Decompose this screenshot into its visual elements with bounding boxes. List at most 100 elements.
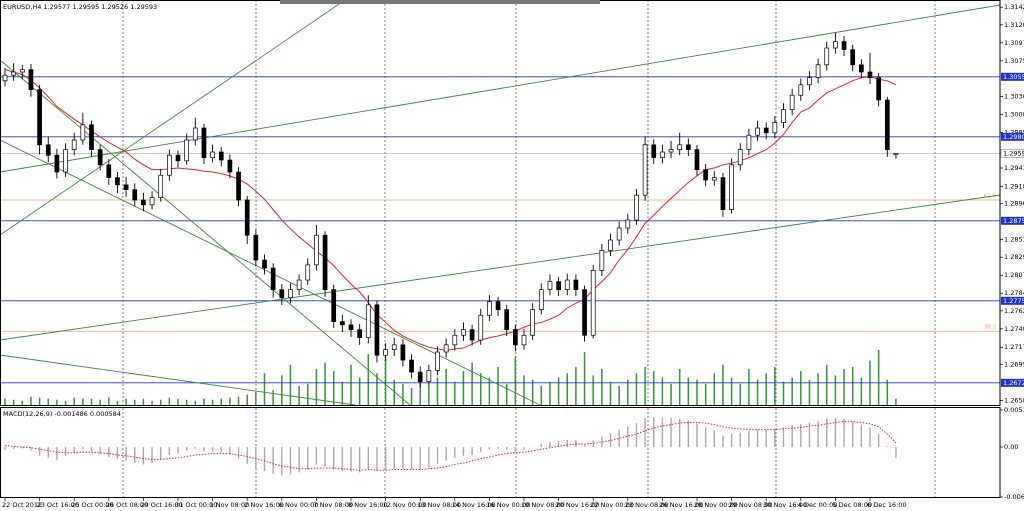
volume-bar — [134, 399, 136, 405]
candle-body — [374, 304, 380, 356]
macd-bar — [808, 422, 811, 448]
volume-bar — [782, 381, 785, 405]
candle-body — [798, 84, 804, 96]
volume-bar — [203, 398, 205, 405]
macd-bar — [609, 433, 612, 448]
volume-bar — [116, 400, 119, 405]
y-tick-label: 1.30080 — [1004, 110, 1024, 118]
macd-bar — [704, 427, 707, 448]
candle-body — [608, 239, 613, 251]
candle-body — [512, 329, 518, 346]
volume-bar — [540, 385, 543, 405]
candle-body — [703, 169, 709, 181]
macd-bar — [877, 433, 880, 448]
macd-bar — [108, 447, 110, 458]
candle-body — [893, 153, 899, 156]
trendlines — [0, 0, 1001, 406]
volume-bar — [263, 373, 266, 405]
volume-bar — [90, 398, 93, 405]
volume-bar — [125, 398, 127, 405]
volume-bar — [289, 364, 292, 405]
volume-bar — [886, 379, 889, 405]
macd-tick-label: 0.005110 — [1004, 406, 1024, 414]
macd-bar — [21, 447, 23, 449]
y-tick-label: 1.30305 — [1004, 92, 1024, 100]
candle-body — [184, 139, 189, 162]
macd-bar — [367, 447, 369, 469]
macd-bar — [756, 429, 759, 448]
macd-bar — [341, 447, 344, 471]
macd-frame — [0, 407, 1001, 498]
candle-body — [253, 234, 259, 261]
macd-panel — [4, 417, 897, 476]
macd-bar — [817, 420, 819, 448]
candle-body — [89, 124, 94, 150]
candle-body — [106, 164, 112, 178]
macd-bar — [168, 447, 171, 456]
volume-bar — [756, 379, 759, 405]
x-tick-label: 22 Nov 00:00 — [590, 501, 634, 509]
candle-body — [54, 154, 60, 173]
y-tick-label: 1.31200 — [1004, 21, 1024, 29]
x-tick-label: 26 Nov 16:00 — [659, 501, 703, 509]
candle-body — [132, 189, 138, 201]
candle-body — [115, 177, 120, 186]
macd-bar — [393, 447, 395, 469]
candle-body — [478, 314, 484, 341]
macd-bar — [151, 447, 153, 463]
volume-bar — [445, 369, 447, 405]
level-label: 1.30550 — [1003, 73, 1024, 81]
candle-body — [694, 149, 700, 170]
volume-bar — [627, 379, 629, 405]
y-tick-label: 1.29855 — [1004, 128, 1024, 136]
macd-bar — [307, 447, 309, 470]
volume-bar — [557, 377, 560, 405]
macd-bar — [523, 447, 525, 450]
macd-bar — [428, 447, 430, 468]
candle-body — [867, 71, 873, 78]
volume-bar — [281, 375, 283, 405]
volume-bar — [791, 377, 793, 405]
volume-bar — [601, 369, 603, 405]
y-tick-label: 1.28965 — [1004, 200, 1024, 208]
candle-body — [538, 289, 544, 310]
candle-body — [11, 71, 16, 76]
x-tick-label: 20 Nov 16:00 — [556, 501, 600, 509]
candle-body — [123, 184, 129, 190]
volume-bar — [315, 369, 318, 405]
volume-bar — [505, 383, 508, 405]
volume-bar — [376, 373, 378, 405]
x-tick-label: 14 Nov 16:00 — [452, 501, 496, 509]
macd-bar — [696, 423, 698, 448]
macd-bar — [782, 427, 785, 448]
fib-label: 38.2 — [984, 325, 996, 331]
volume-bar — [436, 377, 439, 405]
volume-bar — [765, 373, 767, 405]
macd-bar — [384, 447, 387, 471]
volume-bar — [168, 397, 171, 405]
macd-bar — [514, 447, 517, 452]
volume-bar — [350, 364, 352, 405]
candle-body — [279, 289, 285, 298]
candle-body — [547, 281, 553, 290]
macd-bar — [739, 432, 741, 448]
macd-bar — [142, 447, 145, 465]
x-tick-label: 7 Nov 08:00 — [313, 501, 353, 509]
candle-body — [469, 329, 475, 341]
macd-bar — [64, 447, 67, 456]
volume-bar — [730, 377, 733, 405]
macd-bar — [116, 447, 119, 460]
candle-body — [218, 151, 224, 161]
volume-bar — [471, 362, 473, 405]
volume-bar — [653, 371, 655, 405]
macd-bar — [679, 418, 681, 448]
candle-body — [270, 267, 276, 290]
macd-bar — [445, 447, 447, 461]
level-box — [1001, 216, 1024, 225]
x-tick-label: 31 Oct 00:00 — [175, 501, 217, 509]
candle-body — [651, 144, 657, 158]
macd-bar — [843, 418, 845, 448]
macd-bar — [410, 447, 413, 470]
